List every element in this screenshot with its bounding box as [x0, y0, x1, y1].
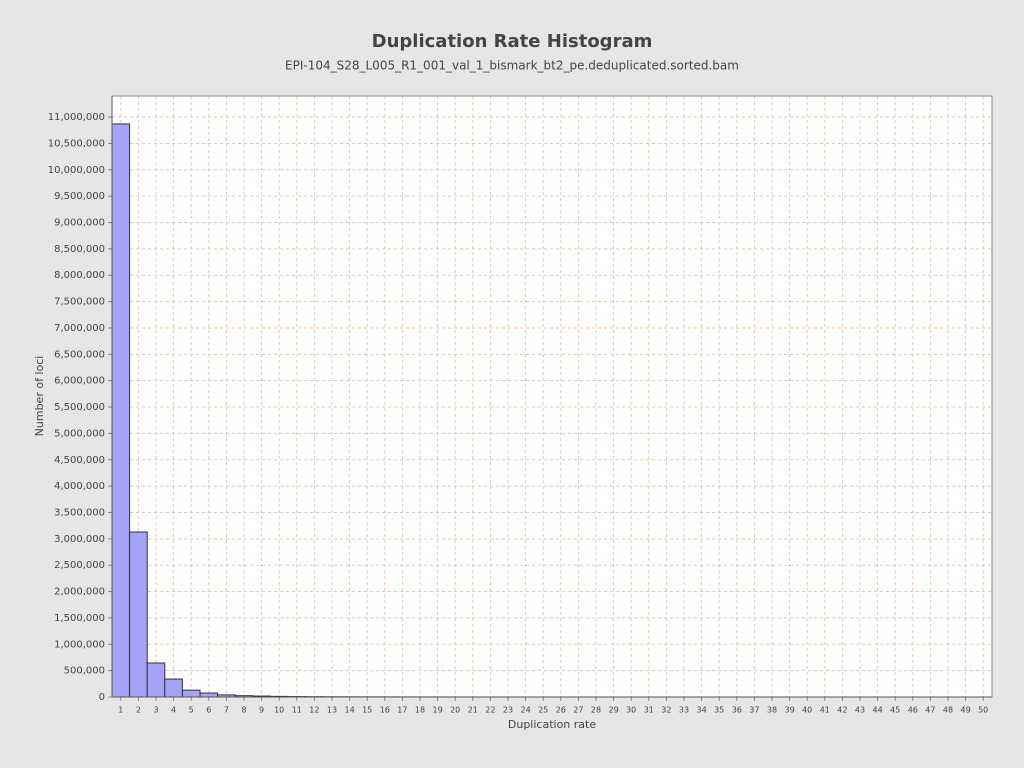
x-tick-label: 47	[925, 706, 935, 715]
y-tick-label: 500,000	[64, 666, 105, 677]
x-tick-label: 42	[837, 706, 847, 715]
y-tick-label: 10,000,000	[48, 165, 105, 176]
x-tick-label: 20	[450, 706, 460, 715]
x-tick-label: 48	[943, 706, 953, 715]
y-tick-label: 8,000,000	[54, 270, 105, 281]
y-tick-label: 5,500,000	[54, 402, 105, 413]
x-tick-label: 46	[908, 706, 918, 715]
y-tick-label: 2,000,000	[54, 587, 105, 598]
y-tick-label: 6,000,000	[54, 376, 105, 387]
x-tick-label: 45	[890, 706, 900, 715]
x-tick-label: 24	[521, 706, 531, 715]
x-tick-label: 18	[415, 706, 425, 715]
x-tick-label: 10	[274, 706, 284, 715]
x-tick-label: 43	[855, 706, 865, 715]
x-tick-label: 27	[573, 706, 583, 715]
y-tick-label: 3,500,000	[54, 507, 105, 518]
y-tick-label: 1,000,000	[54, 639, 105, 650]
y-tick-label: 11,000,000	[48, 112, 105, 123]
y-tick-label: 7,000,000	[54, 323, 105, 334]
x-tick-label: 25	[538, 706, 548, 715]
y-tick-label: 8,500,000	[54, 244, 105, 255]
x-tick-label: 50	[978, 706, 988, 715]
x-tick-label: 30	[626, 706, 636, 715]
y-tick-label: 6,500,000	[54, 349, 105, 360]
y-axis-label: Number of loci	[33, 356, 46, 437]
x-tick-label: 41	[820, 706, 830, 715]
y-tick-label: 4,000,000	[54, 481, 105, 492]
x-tick-label: 37	[749, 706, 759, 715]
x-tick-label: 31	[644, 706, 654, 715]
chart-subtitle: EPI-104_S28_L005_R1_001_val_1_bismark_bt…	[285, 59, 739, 73]
x-tick-label: 33	[679, 706, 689, 715]
y-tick-label: 9,500,000	[54, 191, 105, 202]
bar	[111, 123, 131, 698]
x-tick-label: 5	[189, 706, 194, 715]
x-tick-label: 2	[136, 706, 141, 715]
x-tick-label: 13	[327, 706, 337, 715]
x-tick-label: 22	[485, 706, 495, 715]
x-tick-label: 36	[732, 706, 742, 715]
x-tick-label: 38	[767, 706, 777, 715]
x-tick-label: 9	[259, 706, 264, 715]
y-tick-label: 4,500,000	[54, 455, 105, 466]
y-tick-label: 0	[99, 692, 105, 703]
x-tick-label: 21	[468, 706, 478, 715]
y-tick-label: 10,500,000	[48, 138, 105, 149]
x-tick-label: 26	[556, 706, 566, 715]
x-tick-label: 34	[697, 706, 707, 715]
x-tick-label: 3	[153, 706, 158, 715]
chart-title: Duplication Rate Histogram	[372, 31, 653, 52]
x-tick-label: 44	[873, 706, 883, 715]
bar	[129, 531, 148, 698]
x-tick-label: 1	[118, 706, 123, 715]
x-tick-label: 23	[503, 706, 513, 715]
x-tick-label: 29	[609, 706, 619, 715]
x-tick-label: 16	[380, 706, 390, 715]
x-tick-label: 28	[591, 706, 601, 715]
y-tick-label: 1,500,000	[54, 613, 105, 624]
x-tick-label: 11	[292, 706, 302, 715]
x-tick-label: 4	[171, 706, 176, 715]
bar	[181, 689, 201, 698]
x-tick-label: 35	[714, 706, 724, 715]
bar	[146, 662, 166, 698]
y-tick-label: 5,000,000	[54, 428, 105, 439]
x-tick-label: 14	[345, 706, 355, 715]
x-tick-label: 32	[661, 706, 671, 715]
x-tick-label: 19	[433, 706, 443, 715]
y-tick-label: 2,500,000	[54, 560, 105, 571]
x-tick-label: 39	[785, 706, 795, 715]
x-tick-label: 12	[309, 706, 319, 715]
y-tick-label: 3,000,000	[54, 534, 105, 545]
x-tick-label: 40	[802, 706, 812, 715]
x-tick-label: 8	[241, 706, 246, 715]
x-tick-label: 6	[206, 706, 211, 715]
x-tick-label: 49	[961, 706, 971, 715]
x-tick-label: 15	[362, 706, 372, 715]
x-tick-label: 17	[397, 706, 407, 715]
x-axis-label: Duplication rate	[508, 718, 596, 731]
x-tick-label: 7	[224, 706, 229, 715]
y-tick-label: 7,500,000	[54, 297, 105, 308]
y-tick-label: 9,000,000	[54, 218, 105, 229]
bar	[164, 678, 183, 698]
bar	[199, 692, 219, 698]
